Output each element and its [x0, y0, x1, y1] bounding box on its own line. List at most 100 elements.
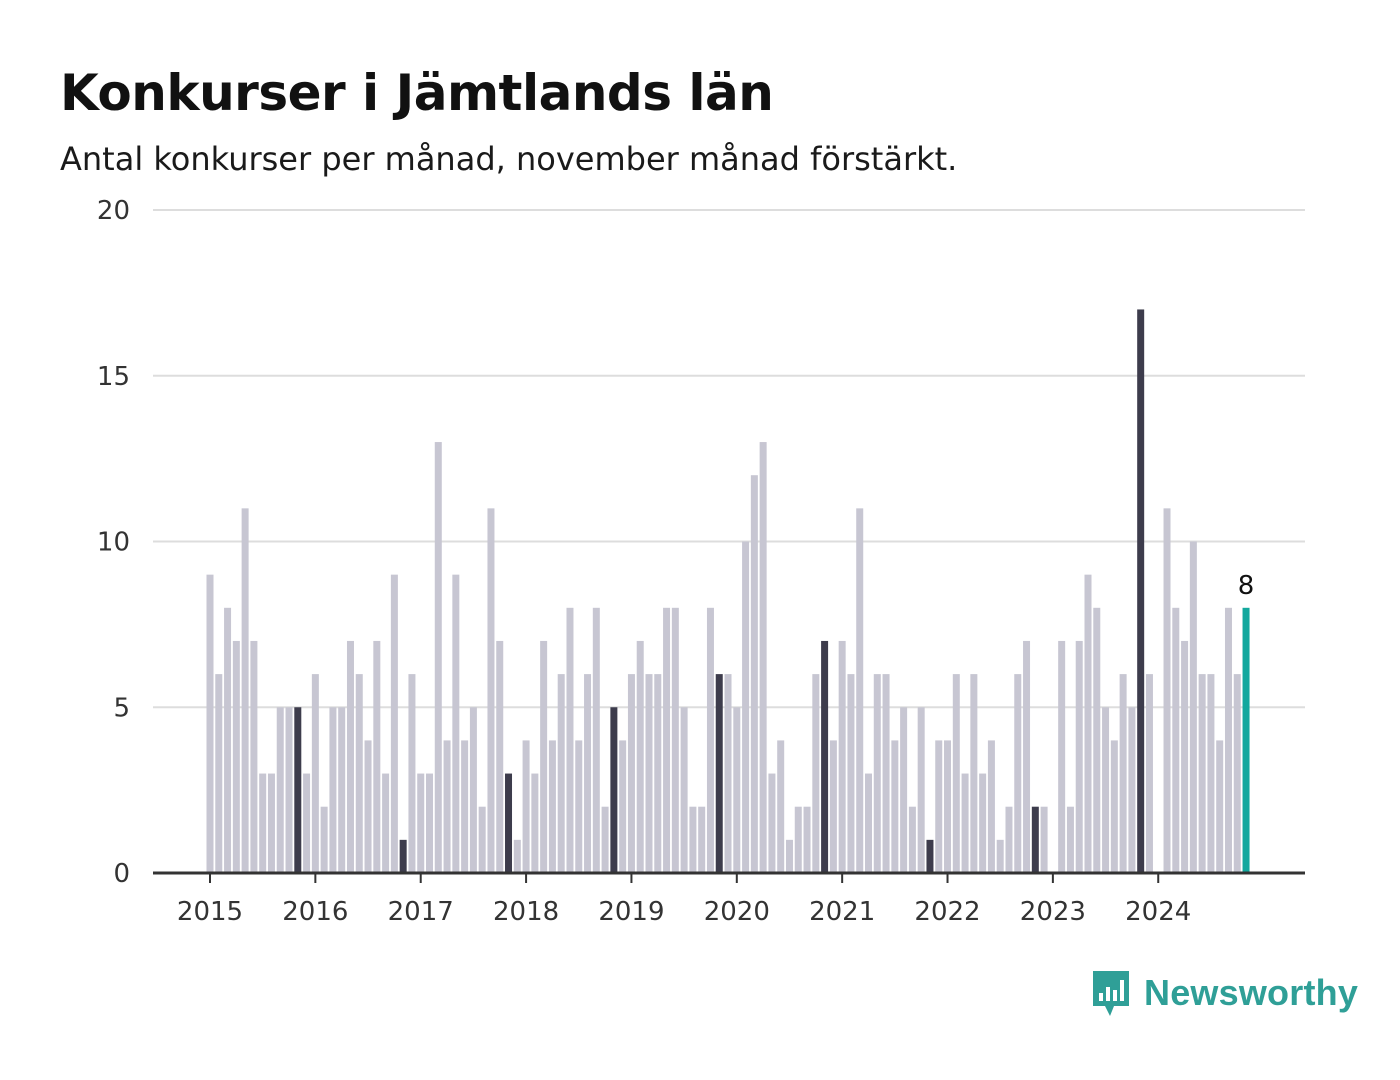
bar [1189, 541, 1197, 873]
bar [979, 773, 987, 873]
bar [952, 674, 960, 873]
chart-title: Konkurser i Jämtlands län [60, 64, 774, 122]
y-tick-label: 10 [97, 528, 130, 558]
bar [496, 640, 504, 873]
bar [1102, 707, 1110, 873]
bar [224, 607, 232, 873]
bar [452, 574, 460, 873]
bar [970, 674, 978, 873]
bar [303, 773, 311, 873]
y-tick-label: 15 [97, 362, 130, 392]
bar [373, 640, 381, 873]
bar [882, 674, 890, 873]
bar [1014, 674, 1022, 873]
bar [443, 740, 451, 873]
chart-subtitle: Antal konkurser per månad, november måna… [60, 140, 958, 178]
bar [961, 773, 969, 873]
bar [601, 806, 609, 873]
bar [777, 740, 785, 873]
bar [1040, 806, 1048, 873]
bar [706, 607, 714, 873]
bar [259, 773, 267, 873]
bar [329, 707, 337, 873]
bar [645, 674, 653, 873]
bar-november [294, 707, 302, 873]
bar [1084, 574, 1092, 873]
bar [461, 740, 469, 873]
x-tick-label: 2024 [1125, 897, 1191, 927]
bar [531, 773, 539, 873]
bar [663, 607, 671, 873]
bar-november [1031, 806, 1039, 873]
bar [276, 707, 284, 873]
bar [1005, 806, 1013, 873]
x-tick-label: 2020 [704, 897, 770, 927]
bar [759, 442, 767, 873]
bar [768, 773, 776, 873]
bar-latest [1242, 607, 1250, 873]
x-tick-label: 2021 [809, 897, 875, 927]
x-tick-label: 2017 [388, 897, 454, 927]
bar [1145, 674, 1153, 873]
bar [338, 707, 346, 873]
bar-november [505, 773, 513, 873]
bar [619, 740, 627, 873]
bar [548, 740, 556, 873]
bar-november [610, 707, 618, 873]
bar [566, 607, 574, 873]
bar [733, 707, 741, 873]
y-tick-label: 20 [97, 196, 130, 226]
bar [750, 475, 758, 873]
bar-november [1137, 309, 1145, 873]
bar [557, 674, 565, 873]
newsworthy-logo-icon [1093, 971, 1129, 1016]
bar [250, 640, 258, 873]
bar [627, 674, 635, 873]
bar [267, 773, 275, 873]
bar [794, 806, 802, 873]
bar [865, 773, 872, 873]
x-tick-label: 2015 [177, 897, 243, 927]
bar [785, 839, 793, 873]
bar [232, 640, 240, 873]
bar [592, 607, 600, 873]
bar [426, 773, 433, 873]
bar [1128, 707, 1136, 873]
bar [1216, 740, 1224, 873]
data-label-latest: 8 [1238, 571, 1255, 601]
bar [847, 674, 855, 873]
bar [1163, 508, 1171, 873]
bar-chart: 0 5 10 15 20 8 2015 2016 2017 2018 2019 2020 2021 202… [97, 196, 1305, 927]
bar [1093, 607, 1101, 873]
bar [487, 508, 495, 873]
bar [241, 508, 249, 873]
bar [671, 607, 679, 873]
bar [935, 740, 943, 873]
bar [742, 541, 750, 873]
bar [434, 442, 442, 873]
bar [1023, 640, 1031, 873]
bar [513, 839, 521, 873]
bar-november [399, 839, 407, 873]
brand-logo: Newsworthy [1090, 968, 1358, 1018]
bar-november [926, 839, 934, 873]
bar [408, 674, 416, 873]
bar [636, 640, 644, 873]
bar [206, 574, 214, 873]
bar [1198, 674, 1206, 873]
bar [417, 773, 425, 873]
bar [522, 740, 530, 873]
bar [1058, 640, 1066, 873]
x-tick-label: 2023 [1020, 897, 1086, 927]
bar [575, 740, 583, 873]
bar [311, 674, 319, 873]
bar [215, 674, 223, 873]
bar [803, 806, 811, 873]
bar [838, 640, 846, 873]
bar [724, 674, 732, 873]
bar [680, 707, 688, 873]
bar [698, 806, 706, 873]
bar [829, 740, 837, 873]
bar [891, 740, 899, 873]
bar [856, 508, 864, 873]
